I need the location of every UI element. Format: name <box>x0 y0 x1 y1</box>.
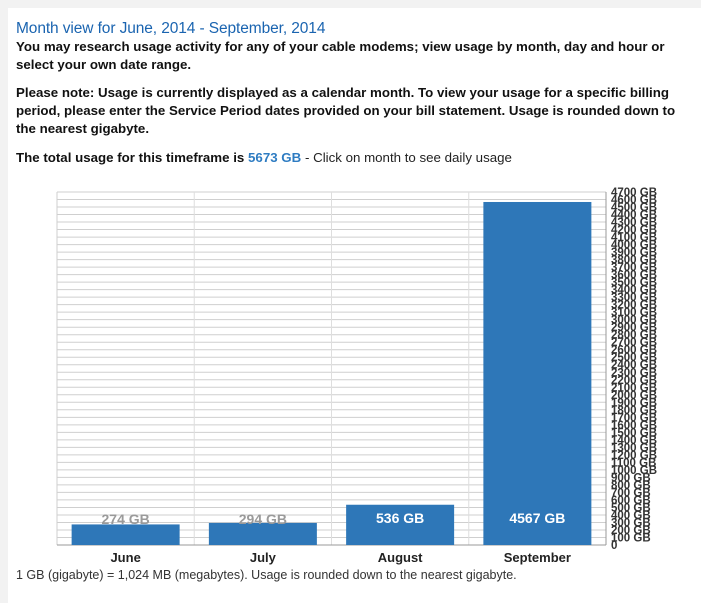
bar-july[interactable] <box>208 522 317 545</box>
y-tick-label: 2300 GB <box>611 367 657 379</box>
y-tick-label: 4100 GB <box>611 232 657 244</box>
y-tick-label: 4200 GB <box>611 225 657 237</box>
y-tick-label: 700 GB <box>611 487 651 499</box>
y-tick-label: 3800 GB <box>611 255 657 267</box>
y-tick-label: 1900 GB <box>611 397 657 409</box>
bar-data-label: 4567 GB <box>509 510 565 526</box>
y-tick-label: 4000 GB <box>611 240 657 252</box>
bar-data-label: 274 GB <box>102 511 150 527</box>
category-label-september[interactable]: September <box>504 550 571 565</box>
y-tick-label: 1700 GB <box>611 412 657 424</box>
bar-august[interactable] <box>346 504 455 545</box>
y-tick-label: 500 GB <box>611 502 651 514</box>
y-tick-label: 1200 GB <box>611 450 657 462</box>
y-tick-label: 1800 GB <box>611 405 657 417</box>
bar-june[interactable] <box>71 524 180 545</box>
y-tick-label: 1400 GB <box>611 435 657 447</box>
y-tick-label: 1500 GB <box>611 427 657 439</box>
y-tick-label: 200 GB <box>611 525 651 537</box>
intro-text: You may research usage activity for any … <box>16 39 665 72</box>
category-label-june[interactable]: June <box>110 550 140 565</box>
y-tick-label: 600 GB <box>611 495 651 507</box>
y-tick-label: 3100 GB <box>611 307 657 319</box>
y-tick-label: 2800 GB <box>611 330 657 342</box>
y-tick-label: 4300 GB <box>611 217 657 229</box>
category-label-july[interactable]: July <box>250 550 277 565</box>
y-tick-label: 2200 GB <box>611 375 657 387</box>
y-tick-label: 2000 GB <box>611 390 657 402</box>
page-title: Month view for June, 2014 - September, 2… <box>16 20 326 37</box>
category-label-august[interactable]: August <box>378 550 423 565</box>
y-tick-label: 2700 GB <box>611 337 657 349</box>
y-tick-label: 4400 GB <box>611 210 657 222</box>
y-tick-label: 1000 GB <box>611 465 657 477</box>
y-tick-label: 2600 GB <box>611 345 657 357</box>
y-tick-label: 2500 GB <box>611 352 657 364</box>
y-tick-label: 400 GB <box>611 510 651 522</box>
y-tick-label: 4600 GB <box>611 195 657 207</box>
y-tick-label: 1300 GB <box>611 442 657 454</box>
y-tick-label: 2400 GB <box>611 360 657 372</box>
bar-data-label: 536 GB <box>376 510 424 526</box>
y-tick-label: 3200 GB <box>611 300 657 312</box>
y-tick-label: 100 GB <box>611 532 651 544</box>
y-tick-label: 3700 GB <box>611 262 657 274</box>
y-tick-label: 4500 GB <box>611 202 657 214</box>
y-tick-label: 900 GB <box>611 472 651 484</box>
y-tick-label: 800 GB <box>611 480 651 492</box>
footer-note: 1 GB (gigabyte) = 1,024 MB (megabytes). … <box>16 568 517 582</box>
y-tick-label: 3600 GB <box>611 270 657 282</box>
bar-data-label: 294 GB <box>239 511 287 527</box>
y-tick-label: 3300 GB <box>611 292 657 304</box>
total-usage-label: The total usage for this timeframe is <box>16 150 245 165</box>
total-usage-value: 5673 GB <box>248 150 302 165</box>
y-tick-label: 2100 GB <box>611 382 657 394</box>
total-usage-hint: - Click on month to see daily usage <box>304 150 512 165</box>
usage-note: Please note: Usage is currently displaye… <box>16 85 676 136</box>
y-tick-label: 3500 GB <box>611 277 657 289</box>
y-tick-label: 3900 GB <box>611 247 657 259</box>
y-tick-label: 0 <box>611 540 617 552</box>
bar-september[interactable] <box>483 201 592 546</box>
y-tick-label: 3000 GB <box>611 315 657 327</box>
y-tick-label: 1100 GB <box>611 457 656 469</box>
y-tick-label: 1600 GB <box>611 420 657 432</box>
y-tick-label: 3400 GB <box>611 285 657 297</box>
total-usage-line: The total usage for this timeframe is 56… <box>16 149 512 167</box>
y-tick-label: 4700 GB <box>611 187 657 199</box>
y-tick-label: 2900 GB <box>611 322 657 334</box>
y-tick-label: 300 GB <box>611 517 651 529</box>
